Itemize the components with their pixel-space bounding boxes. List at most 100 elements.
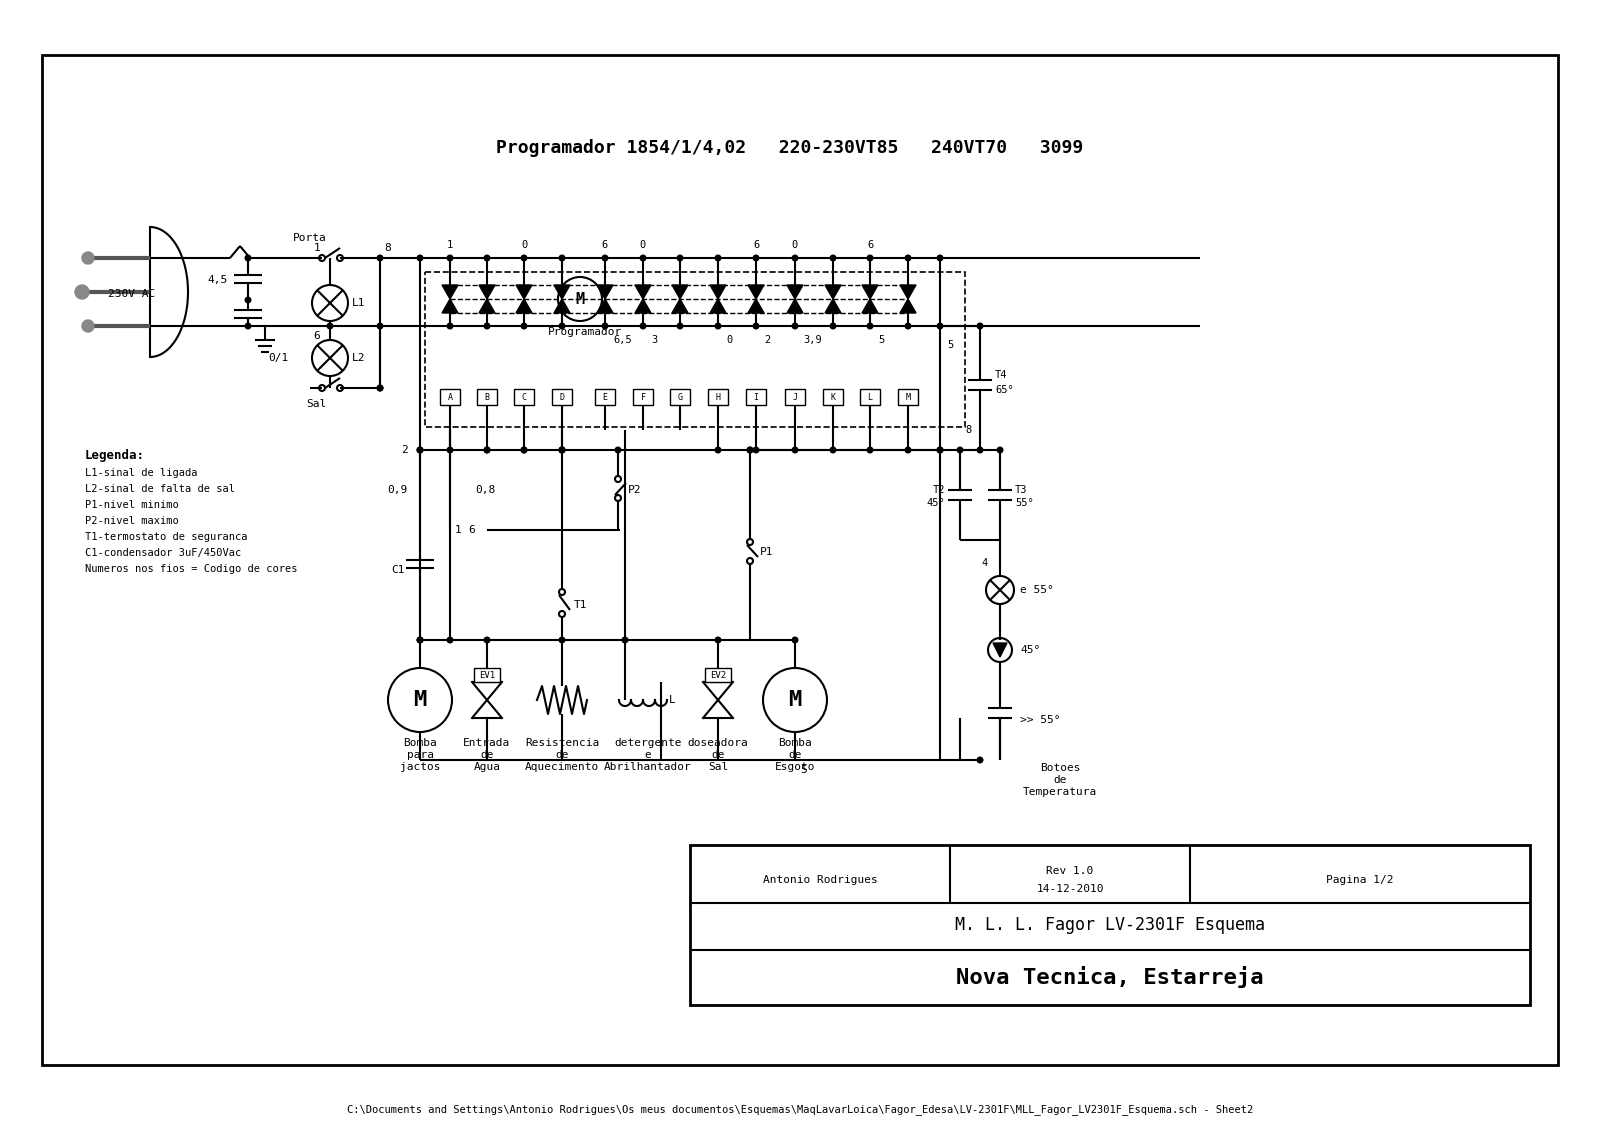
- Circle shape: [558, 322, 565, 329]
- Text: 3,9: 3,9: [803, 335, 822, 345]
- Circle shape: [446, 254, 453, 261]
- Text: 1: 1: [446, 240, 453, 250]
- Circle shape: [867, 322, 874, 329]
- Text: Nova Tecnica, Estarreja: Nova Tecnica, Estarreja: [957, 966, 1264, 988]
- Text: 6: 6: [754, 240, 758, 250]
- Text: 0/1: 0/1: [269, 353, 288, 363]
- Circle shape: [904, 322, 912, 329]
- Circle shape: [752, 254, 760, 261]
- Text: Numeros nos fios = Codigo de cores: Numeros nos fios = Codigo de cores: [85, 564, 298, 575]
- Text: M. L. L. Fagor LV-2301F Esquema: M. L. L. Fagor LV-2301F Esquema: [955, 916, 1266, 934]
- Circle shape: [558, 447, 565, 454]
- Circle shape: [640, 254, 646, 261]
- Circle shape: [792, 322, 798, 329]
- Text: M: M: [906, 392, 910, 402]
- Text: 45°: 45°: [1021, 645, 1040, 655]
- Circle shape: [483, 447, 491, 454]
- Circle shape: [936, 447, 944, 454]
- Text: Antonio Rodrigues: Antonio Rodrigues: [763, 875, 877, 884]
- Text: M: M: [576, 292, 584, 307]
- Circle shape: [936, 322, 944, 329]
- Circle shape: [558, 447, 565, 454]
- Text: 4,5: 4,5: [208, 275, 229, 285]
- Circle shape: [245, 322, 251, 329]
- Circle shape: [483, 322, 491, 329]
- Text: T1-termostato de seguranca: T1-termostato de seguranca: [85, 532, 248, 542]
- Circle shape: [446, 322, 453, 329]
- Circle shape: [829, 447, 837, 454]
- Bar: [898, 389, 918, 405]
- Circle shape: [483, 447, 491, 454]
- Circle shape: [936, 447, 944, 454]
- Circle shape: [82, 252, 94, 264]
- Polygon shape: [554, 285, 570, 299]
- Text: 0: 0: [522, 240, 526, 250]
- Circle shape: [483, 254, 491, 261]
- Text: Bomba
para
jactos: Bomba para jactos: [400, 739, 440, 771]
- Text: L: L: [669, 696, 675, 705]
- Text: 2: 2: [765, 335, 770, 345]
- Circle shape: [376, 385, 384, 391]
- Text: 14-12-2010: 14-12-2010: [1037, 884, 1104, 893]
- Text: M: M: [789, 690, 802, 710]
- Text: K: K: [830, 392, 835, 402]
- Circle shape: [976, 757, 984, 763]
- Text: 0: 0: [640, 240, 646, 250]
- Circle shape: [752, 322, 760, 329]
- Polygon shape: [554, 299, 570, 313]
- Text: D: D: [560, 392, 565, 402]
- Circle shape: [752, 447, 760, 454]
- Text: 55°: 55°: [1014, 498, 1034, 508]
- Text: L2-sinal de falta de sal: L2-sinal de falta de sal: [85, 484, 235, 494]
- Text: T4: T4: [995, 370, 1008, 380]
- Text: 5: 5: [947, 340, 954, 349]
- Circle shape: [245, 296, 251, 303]
- Bar: [706, 668, 731, 682]
- Polygon shape: [635, 285, 651, 299]
- Text: 1: 1: [454, 525, 462, 535]
- Circle shape: [792, 447, 798, 454]
- Bar: [477, 389, 498, 405]
- Text: C1: C1: [392, 566, 405, 575]
- Circle shape: [520, 254, 528, 261]
- Polygon shape: [672, 299, 688, 313]
- Text: Botoes
de
Temperatura: Botoes de Temperatura: [1022, 763, 1098, 796]
- Text: M: M: [413, 690, 427, 710]
- Polygon shape: [787, 299, 803, 313]
- Circle shape: [677, 254, 683, 261]
- Text: E: E: [603, 392, 608, 402]
- Text: Porta: Porta: [293, 233, 326, 243]
- Circle shape: [558, 254, 565, 261]
- Text: H: H: [715, 392, 720, 402]
- Text: 65°: 65°: [995, 385, 1014, 395]
- Circle shape: [976, 447, 984, 454]
- Text: 5: 5: [800, 765, 806, 775]
- Circle shape: [957, 447, 963, 454]
- Polygon shape: [749, 299, 765, 313]
- Text: B: B: [485, 392, 490, 402]
- Polygon shape: [478, 285, 494, 299]
- Circle shape: [602, 254, 608, 261]
- Polygon shape: [826, 285, 842, 299]
- Text: P1: P1: [760, 547, 773, 556]
- Circle shape: [416, 447, 424, 454]
- Text: 0,8: 0,8: [475, 485, 496, 495]
- Circle shape: [558, 637, 565, 644]
- Polygon shape: [899, 299, 915, 313]
- Polygon shape: [862, 285, 878, 299]
- Bar: [474, 668, 499, 682]
- Text: 6: 6: [314, 331, 320, 342]
- Text: 1: 1: [314, 243, 320, 253]
- Polygon shape: [635, 299, 651, 313]
- Text: EV2: EV2: [710, 671, 726, 680]
- Polygon shape: [515, 285, 531, 299]
- Text: 8: 8: [965, 425, 971, 435]
- Text: L: L: [867, 392, 872, 402]
- Circle shape: [904, 254, 912, 261]
- Circle shape: [614, 447, 621, 454]
- Polygon shape: [597, 299, 613, 313]
- Text: A: A: [448, 392, 453, 402]
- Text: L1-sinal de ligada: L1-sinal de ligada: [85, 468, 197, 478]
- Polygon shape: [672, 285, 688, 299]
- Bar: [595, 389, 614, 405]
